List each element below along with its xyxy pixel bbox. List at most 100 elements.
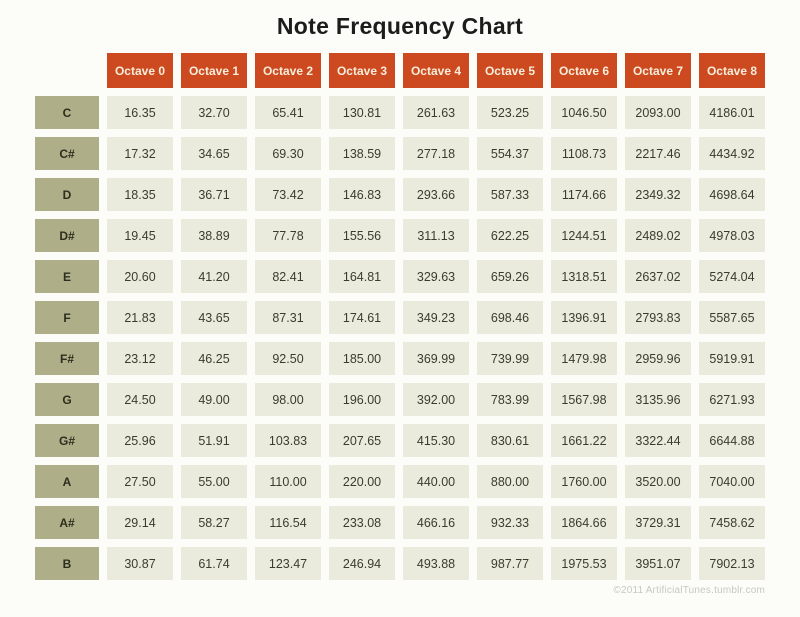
- frequency-cell-d-sharp: 4978.03: [699, 219, 765, 252]
- frequency-cell-f: 21.83: [107, 301, 173, 334]
- frequency-cell-c: 32.70: [181, 96, 247, 129]
- frequency-cell-f-sharp: 369.99: [403, 342, 469, 375]
- frequency-cell-e: 20.60: [107, 260, 173, 293]
- frequency-cell-c: 130.81: [329, 96, 395, 129]
- frequency-cell-b: 61.74: [181, 547, 247, 580]
- frequency-cell-e: 2637.02: [625, 260, 691, 293]
- frequency-cell-d: 293.66: [403, 178, 469, 211]
- note-label-a-sharp: A#: [35, 506, 99, 539]
- frequency-cell-f-sharp: 23.12: [107, 342, 173, 375]
- frequency-cell-b: 493.88: [403, 547, 469, 580]
- frequency-cell-f: 2793.83: [625, 301, 691, 334]
- frequency-cell-f-sharp: 185.00: [329, 342, 395, 375]
- frequency-cell-e: 5274.04: [699, 260, 765, 293]
- note-label-f: F: [35, 301, 99, 334]
- frequency-cell-c: 523.25: [477, 96, 543, 129]
- frequency-cell-f-sharp: 1479.98: [551, 342, 617, 375]
- frequency-cell-g-sharp: 415.30: [403, 424, 469, 457]
- frequency-table: Octave 0 Octave 1 Octave 2 Octave 3 Octave 4…: [35, 53, 765, 580]
- frequency-cell-e: 1318.51: [551, 260, 617, 293]
- frequency-cell-d: 4698.64: [699, 178, 765, 211]
- frequency-cell-d: 1174.66: [551, 178, 617, 211]
- octave-header-2: Octave 2: [255, 53, 321, 88]
- frequency-cell-g-sharp: 25.96: [107, 424, 173, 457]
- octave-header-4: Octave 4: [403, 53, 469, 88]
- frequency-cell-d: 18.35: [107, 178, 173, 211]
- frequency-cell-f: 174.61: [329, 301, 395, 334]
- frequency-cell-d: 73.42: [255, 178, 321, 211]
- frequency-cell-a-sharp: 932.33: [477, 506, 543, 539]
- frequency-cell-g: 98.00: [255, 383, 321, 416]
- frequency-cell-f: 1396.91: [551, 301, 617, 334]
- frequency-cell-d-sharp: 1244.51: [551, 219, 617, 252]
- frequency-cell-a: 880.00: [477, 465, 543, 498]
- frequency-cell-f: 87.31: [255, 301, 321, 334]
- frequency-cell-d: 2349.32: [625, 178, 691, 211]
- frequency-cell-c: 65.41: [255, 96, 321, 129]
- frequency-cell-d: 146.83: [329, 178, 395, 211]
- frequency-cell-g-sharp: 3322.44: [625, 424, 691, 457]
- frequency-cell-c: 16.35: [107, 96, 173, 129]
- octave-header-1: Octave 1: [181, 53, 247, 88]
- frequency-cell-b: 246.94: [329, 547, 395, 580]
- frequency-cell-d-sharp: 155.56: [329, 219, 395, 252]
- frequency-cell-c-sharp: 138.59: [329, 137, 395, 170]
- frequency-cell-c-sharp: 277.18: [403, 137, 469, 170]
- frequency-cell-a-sharp: 29.14: [107, 506, 173, 539]
- frequency-cell-e: 41.20: [181, 260, 247, 293]
- frequency-cell-c: 261.63: [403, 96, 469, 129]
- octave-header-5: Octave 5: [477, 53, 543, 88]
- frequency-cell-b: 123.47: [255, 547, 321, 580]
- frequency-cell-b: 30.87: [107, 547, 173, 580]
- frequency-cell-b: 7902.13: [699, 547, 765, 580]
- octave-header-0: Octave 0: [107, 53, 173, 88]
- note-label-f-sharp: F#: [35, 342, 99, 375]
- frequency-cell-c: 1046.50: [551, 96, 617, 129]
- frequency-cell-a-sharp: 3729.31: [625, 506, 691, 539]
- frequency-cell-a-sharp: 116.54: [255, 506, 321, 539]
- frequency-cell-b: 3951.07: [625, 547, 691, 580]
- frequency-cell-d-sharp: 311.13: [403, 219, 469, 252]
- octave-header-8: Octave 8: [699, 53, 765, 88]
- frequency-cell-b: 1975.53: [551, 547, 617, 580]
- frequency-cell-a-sharp: 58.27: [181, 506, 247, 539]
- frequency-cell-a: 55.00: [181, 465, 247, 498]
- frequency-cell-c-sharp: 34.65: [181, 137, 247, 170]
- note-label-d-sharp: D#: [35, 219, 99, 252]
- frequency-cell-d-sharp: 77.78: [255, 219, 321, 252]
- frequency-cell-f-sharp: 92.50: [255, 342, 321, 375]
- frequency-cell-a: 110.00: [255, 465, 321, 498]
- frequency-cell-a-sharp: 233.08: [329, 506, 395, 539]
- frequency-cell-e: 164.81: [329, 260, 395, 293]
- frequency-cell-g-sharp: 103.83: [255, 424, 321, 457]
- frequency-cell-a-sharp: 7458.62: [699, 506, 765, 539]
- frequency-cell-f: 5587.65: [699, 301, 765, 334]
- frequency-cell-c: 4186.01: [699, 96, 765, 129]
- page-title: Note Frequency Chart: [276, 13, 524, 39]
- frequency-cell-c-sharp: 554.37: [477, 137, 543, 170]
- note-label-d: D: [35, 178, 99, 211]
- octave-header-7: Octave 7: [625, 53, 691, 88]
- frequency-cell-a: 27.50: [107, 465, 173, 498]
- frequency-cell-f: 698.46: [477, 301, 543, 334]
- corner-spacer: [35, 53, 99, 88]
- frequency-cell-f-sharp: 739.99: [477, 342, 543, 375]
- frequency-cell-f-sharp: 2959.96: [625, 342, 691, 375]
- frequency-cell-g: 24.50: [107, 383, 173, 416]
- frequency-cell-f-sharp: 5919.91: [699, 342, 765, 375]
- note-label-e: E: [35, 260, 99, 293]
- frequency-cell-a: 220.00: [329, 465, 395, 498]
- frequency-cell-a-sharp: 1864.66: [551, 506, 617, 539]
- note-label-a: A: [35, 465, 99, 498]
- frequency-cell-g: 196.00: [329, 383, 395, 416]
- octave-header-3: Octave 3: [329, 53, 395, 88]
- frequency-cell-e: 659.26: [477, 260, 543, 293]
- frequency-cell-g-sharp: 6644.88: [699, 424, 765, 457]
- frequency-cell-a: 7040.00: [699, 465, 765, 498]
- frequency-cell-d: 36.71: [181, 178, 247, 211]
- frequency-cell-b: 987.77: [477, 547, 543, 580]
- frequency-cell-d-sharp: 622.25: [477, 219, 543, 252]
- frequency-cell-g-sharp: 51.91: [181, 424, 247, 457]
- frequency-cell-a: 3520.00: [625, 465, 691, 498]
- frequency-cell-a: 1760.00: [551, 465, 617, 498]
